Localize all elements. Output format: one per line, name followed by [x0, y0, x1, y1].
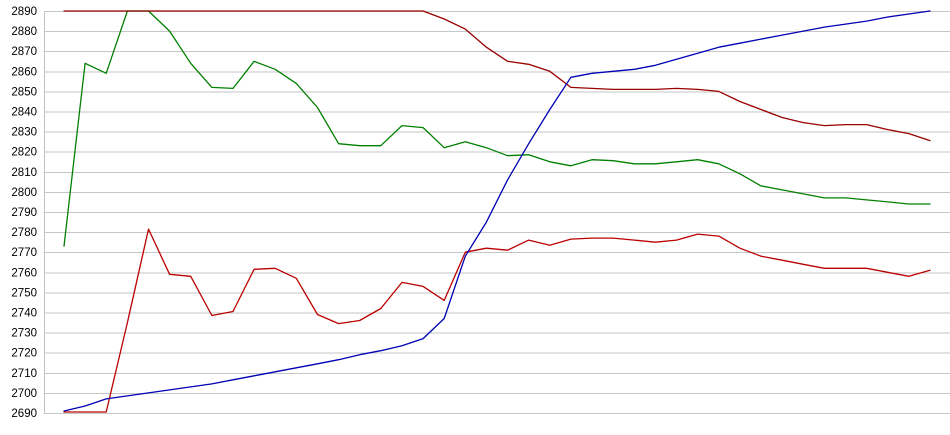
- y-axis-tick-label: 2800: [11, 187, 37, 199]
- y-axis-tick-label: 2850: [11, 86, 37, 98]
- y-axis-tick-label: 2730: [11, 328, 37, 340]
- y-axis-tick-label: 2780: [11, 227, 37, 239]
- y-axis-tick-label: 2880: [11, 26, 37, 38]
- green-line-series: [63, 10, 931, 247]
- y-axis-tick-label: 2710: [11, 368, 37, 380]
- dark-red-line-series: [63, 10, 931, 142]
- y-axis-tick-label: 2860: [11, 66, 37, 78]
- gridlines: [44, 11, 950, 414]
- y-axis-tick-label: 2790: [11, 207, 37, 219]
- y-axis-tick-label: 2890: [11, 6, 37, 18]
- y-axis-tick-label: 2720: [11, 348, 37, 360]
- y-axis-tick-label: 2840: [11, 107, 37, 119]
- y-axis-tick-label: 2830: [11, 127, 37, 139]
- y-axis-tick-label: 2700: [11, 388, 37, 400]
- y-axis-tick-label: 2750: [11, 287, 37, 299]
- y-axis-tick-label: 2770: [11, 247, 37, 259]
- y-axis-tick-label: 2740: [11, 308, 37, 320]
- y-axis-tick-label: 2870: [11, 46, 37, 58]
- y-axis-tick-label: 2760: [11, 267, 37, 279]
- y-axis-tick-labels: 2890 2880 2870 2860 2850 2840 2830 2820 2810 2800…: [11, 6, 37, 420]
- y-axis-tick-label: 2690: [11, 408, 37, 420]
- y-axis-tick-label: 2820: [11, 147, 37, 159]
- red-line-series: [63, 228, 931, 413]
- blue-line-series: [63, 10, 931, 412]
- y-axis-tick-label: 2810: [11, 167, 37, 179]
